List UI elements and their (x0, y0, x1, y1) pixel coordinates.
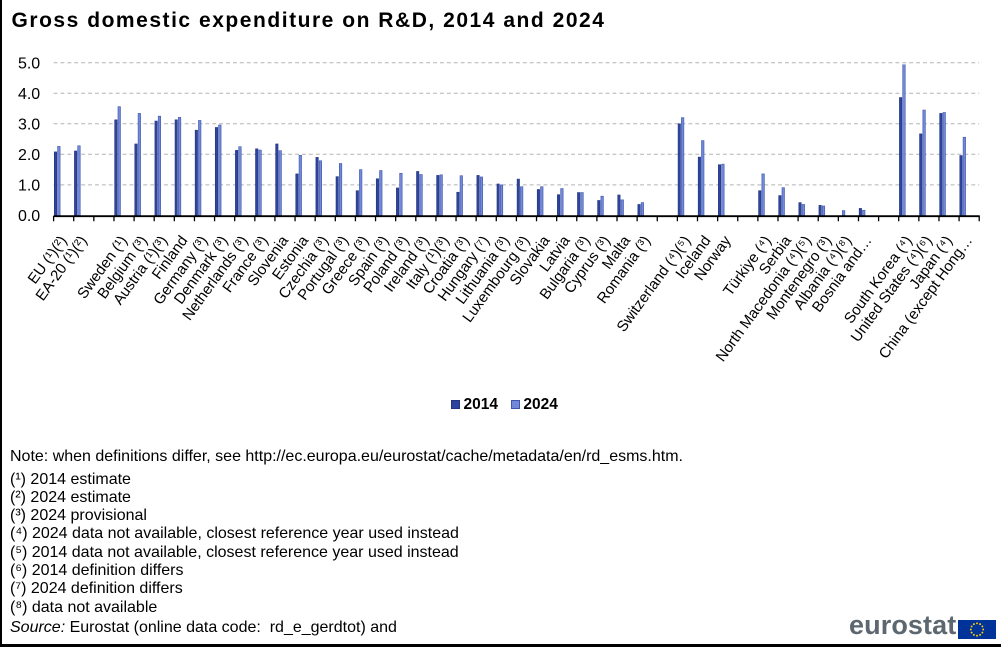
svg-text:1.0: 1.0 (18, 178, 40, 195)
svg-text:5.0: 5.0 (18, 56, 40, 73)
svg-text:2.0: 2.0 (18, 147, 40, 164)
svg-text:3.0: 3.0 (18, 117, 40, 134)
svg-text:4.0: 4.0 (18, 86, 40, 103)
svg-text:0.0: 0.0 (18, 208, 40, 225)
